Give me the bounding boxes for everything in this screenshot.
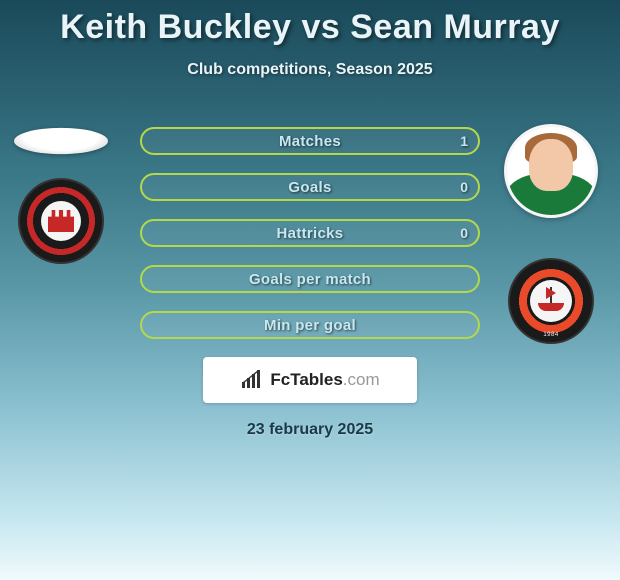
watermark-text: FcTables.com — [270, 370, 379, 390]
watermark[interactable]: FcTables.com — [203, 357, 417, 403]
stat-row-matches: Matches 1 — [140, 127, 480, 155]
subtitle: Club competitions, Season 2025 — [0, 61, 620, 79]
player-right-avatar — [504, 124, 598, 218]
stat-right-value: 0 — [460, 179, 468, 195]
club-left-crest — [18, 178, 104, 264]
stat-row-min-per-goal: Min per goal — [140, 311, 480, 339]
stat-row-hattricks: Hattricks 0 — [140, 219, 480, 247]
stat-row-goals: Goals 0 — [140, 173, 480, 201]
club-right-crest: 1984 — [508, 258, 594, 344]
stat-right-value: 1 — [460, 133, 468, 149]
castle-icon — [48, 210, 74, 232]
stats-table: Matches 1 Goals 0 Hattricks 0 Goals per … — [140, 127, 480, 339]
page-title: Keith Buckley vs Sean Murray — [0, 0, 620, 47]
stat-label: Min per goal — [264, 317, 356, 334]
stat-label: Matches — [279, 133, 341, 150]
stat-right-value: 0 — [460, 225, 468, 241]
ship-icon — [534, 287, 568, 315]
barchart-icon — [240, 370, 266, 390]
stat-row-goals-per-match: Goals per match — [140, 265, 480, 293]
player-left-avatar — [14, 128, 108, 154]
date-label: 23 february 2025 — [0, 421, 620, 439]
stat-label: Goals — [288, 179, 331, 196]
stat-label: Hattricks — [277, 225, 344, 242]
stat-label: Goals per match — [249, 271, 371, 288]
club-right-year: 1984 — [543, 332, 558, 338]
